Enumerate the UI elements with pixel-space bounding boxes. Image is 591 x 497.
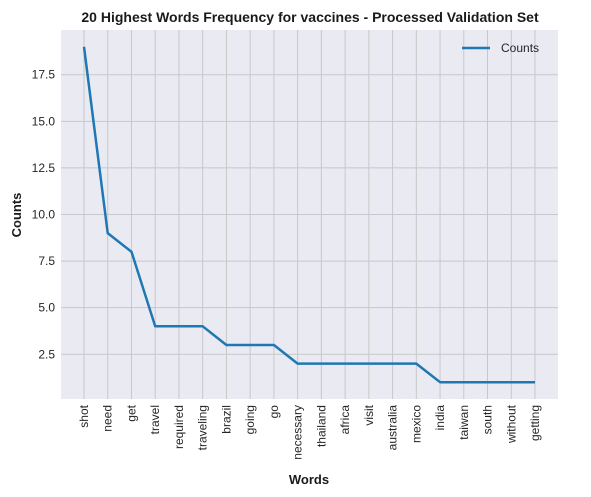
x-tick-label: without bbox=[504, 404, 518, 444]
x-axis-ticks: shot need get travel required traveling brazil… bbox=[77, 404, 542, 459]
y-axis-label: Counts bbox=[9, 193, 24, 238]
x-tick-label: mexico bbox=[409, 405, 423, 443]
x-tick-label: shot bbox=[77, 404, 91, 427]
y-tick-label: 7.5 bbox=[38, 254, 55, 268]
y-tick-label: 2.5 bbox=[38, 347, 55, 361]
y-tick-label: 10.0 bbox=[32, 208, 56, 222]
x-tick-label: go bbox=[267, 405, 281, 419]
legend-label-counts: Counts bbox=[501, 41, 539, 55]
x-axis-label: Words bbox=[289, 472, 329, 487]
series-group bbox=[82, 46, 536, 384]
x-tick-label: need bbox=[101, 405, 115, 432]
x-tick-label: required bbox=[172, 405, 186, 449]
x-tick-label: traveling bbox=[196, 405, 210, 450]
y-tick-label: 17.5 bbox=[32, 68, 56, 82]
x-tick-label: necessary bbox=[291, 405, 305, 460]
x-tick-label: australia bbox=[386, 405, 400, 451]
x-tick-label: going bbox=[243, 405, 257, 434]
legend: Counts bbox=[462, 41, 539, 55]
y-tick-label: 12.5 bbox=[32, 161, 56, 175]
x-tick-label: brazil bbox=[219, 405, 233, 434]
series-line-counts bbox=[82, 46, 535, 384]
x-tick-label: south bbox=[481, 405, 495, 434]
x-tick-label: travel bbox=[148, 405, 162, 434]
y-tick-label: 15.0 bbox=[32, 114, 56, 128]
grid bbox=[61, 30, 558, 399]
x-tick-label: get bbox=[124, 404, 138, 421]
y-tick-label: 5.0 bbox=[38, 301, 55, 315]
x-tick-label: india bbox=[433, 405, 447, 431]
y-axis-ticks: 2.5 5.0 7.5 10.0 12.5 15.0 17.5 bbox=[32, 68, 56, 362]
x-tick-label: africa bbox=[338, 405, 352, 435]
chart-title: 20 Highest Words Frequency for vaccines … bbox=[81, 9, 539, 25]
x-tick-label: getting bbox=[528, 405, 542, 441]
x-tick-label: thailand bbox=[314, 405, 328, 447]
x-tick-label: visit bbox=[362, 404, 376, 425]
x-tick-label: taiwan bbox=[457, 405, 471, 440]
